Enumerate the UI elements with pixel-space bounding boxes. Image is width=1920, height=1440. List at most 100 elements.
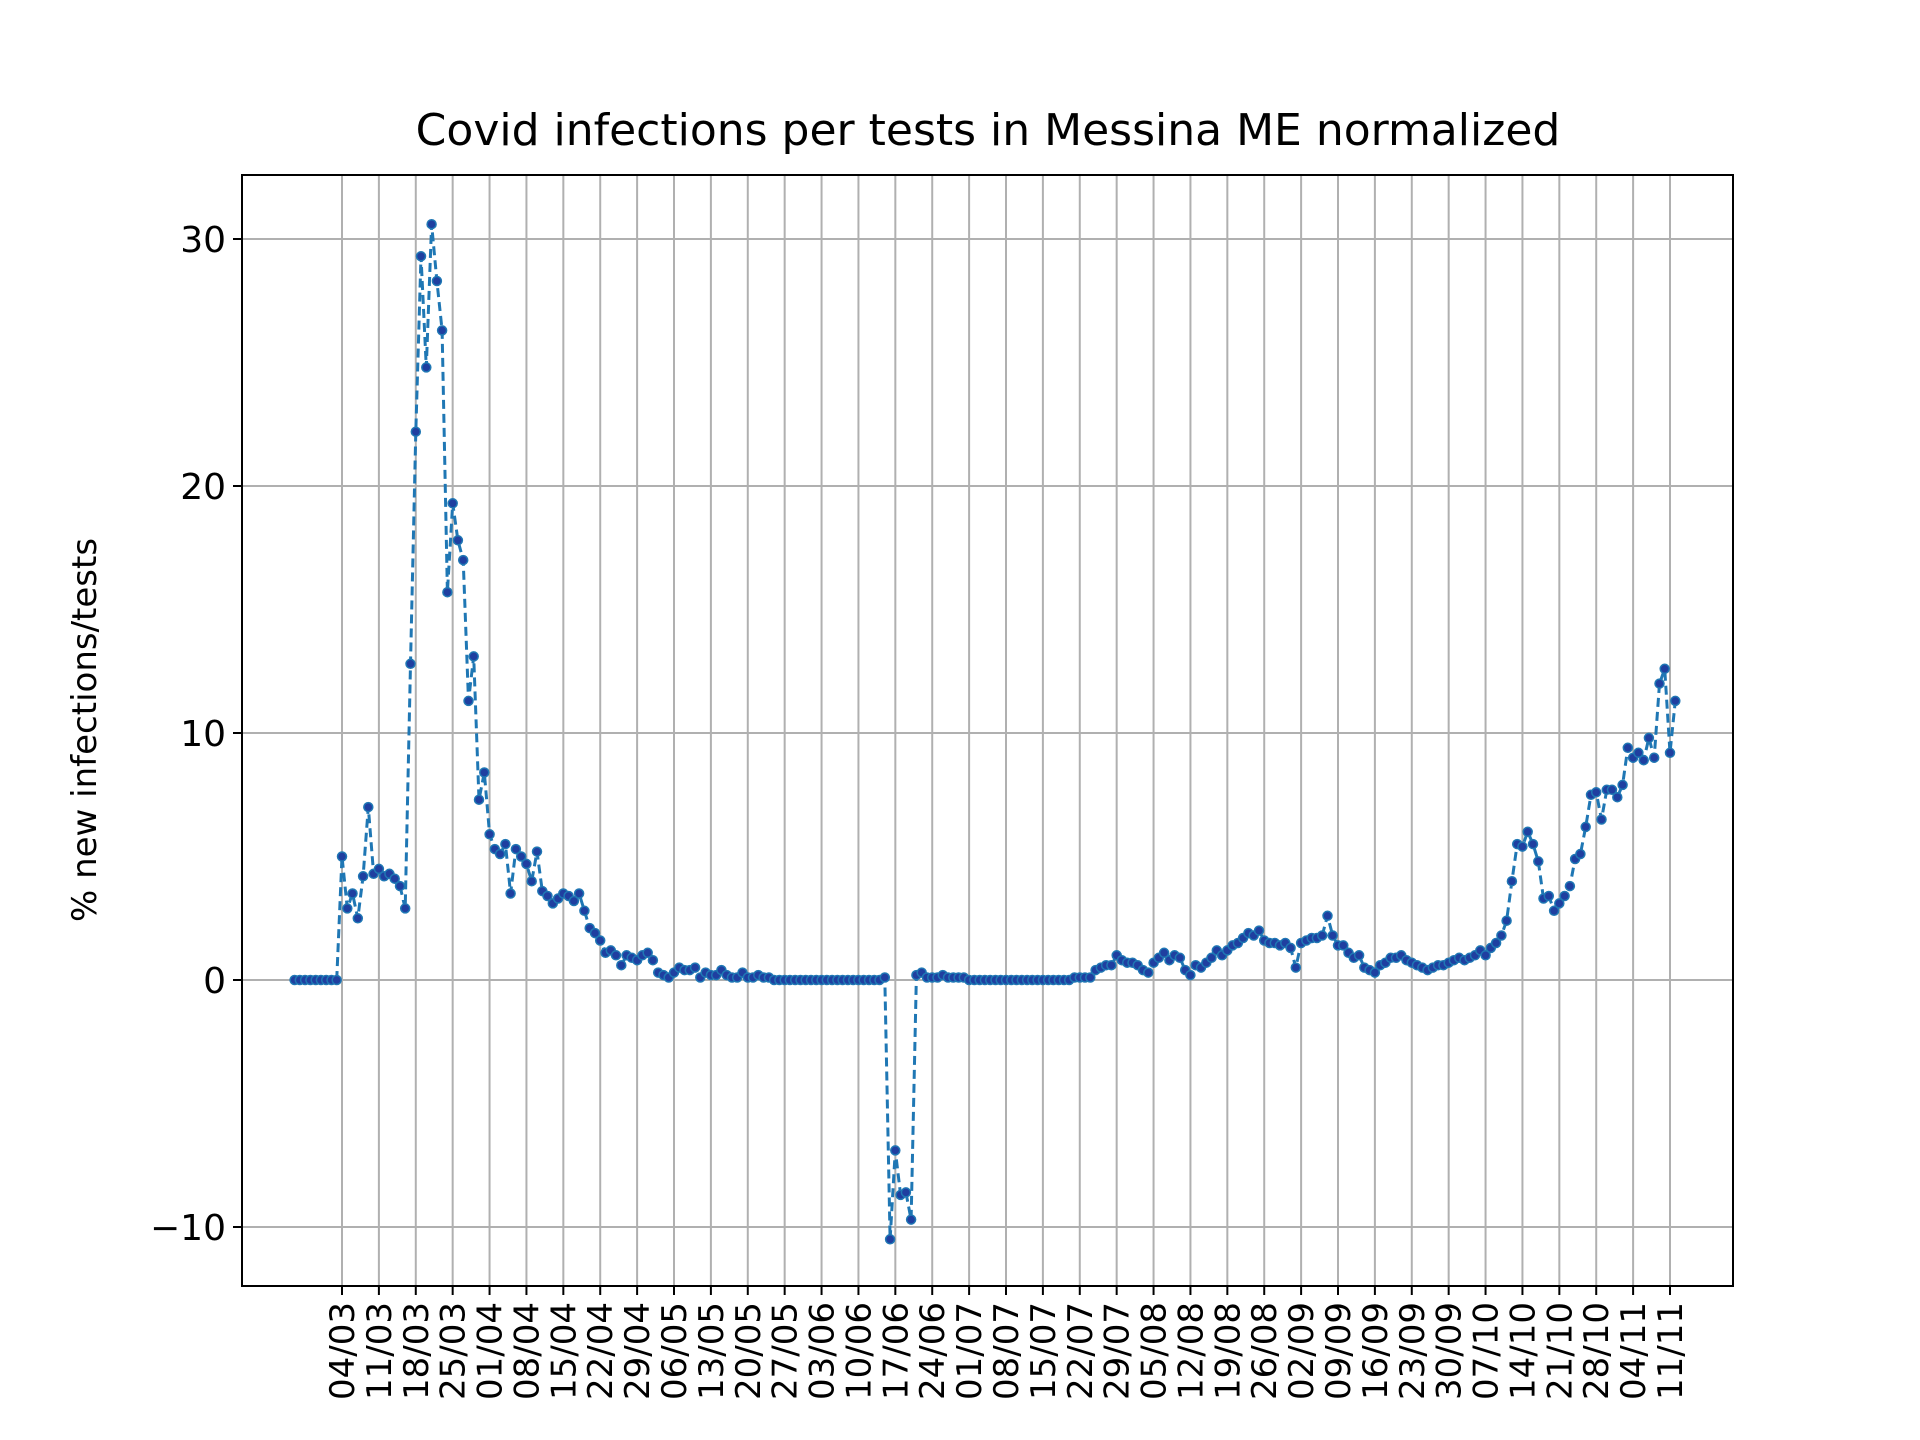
x-tick-label: 14/10 bbox=[1503, 1302, 1543, 1400]
data-point bbox=[1564, 880, 1576, 892]
data-point bbox=[389, 873, 400, 884]
data-point bbox=[500, 838, 511, 850]
data-point bbox=[884, 1234, 896, 1245]
x-tick-label: 29/04 bbox=[618, 1302, 658, 1400]
data-point bbox=[1353, 950, 1365, 961]
data-point bbox=[505, 888, 516, 899]
data-point bbox=[415, 251, 427, 262]
data-point bbox=[1506, 875, 1518, 887]
data-point bbox=[573, 888, 585, 899]
data-point bbox=[568, 895, 580, 907]
data-point bbox=[1580, 821, 1591, 833]
y-axis-label: % new infections/tests bbox=[65, 538, 105, 922]
data-point bbox=[1554, 898, 1565, 909]
x-tick-label: 01/04 bbox=[471, 1302, 511, 1400]
data-point bbox=[1322, 910, 1333, 922]
data-point bbox=[1285, 942, 1296, 954]
data-point bbox=[531, 846, 543, 857]
data-point bbox=[373, 863, 385, 875]
y-gridlines bbox=[242, 238, 1733, 1228]
x-gridlines bbox=[341, 175, 1671, 1286]
chart-title: Covid infections per tests in Messina ME… bbox=[416, 105, 1561, 156]
y-tick-label: 30 bbox=[180, 220, 226, 261]
data-point bbox=[1670, 695, 1681, 707]
data-point bbox=[347, 888, 358, 899]
data-point bbox=[342, 903, 353, 914]
data-point bbox=[1617, 779, 1628, 791]
x-tick-label: 09/09 bbox=[1319, 1302, 1359, 1400]
x-tick-label: 01/07 bbox=[950, 1302, 990, 1400]
data-point bbox=[1633, 747, 1644, 759]
data-point bbox=[1517, 841, 1528, 852]
data-point bbox=[421, 362, 432, 373]
data-point bbox=[1480, 950, 1491, 961]
x-tick-label: 30/09 bbox=[1430, 1302, 1470, 1400]
x-tick-label: 22/04 bbox=[581, 1302, 621, 1400]
data-point bbox=[447, 498, 458, 509]
data-point bbox=[1490, 937, 1502, 949]
x-tick-label: 02/09 bbox=[1282, 1302, 1322, 1400]
data-point bbox=[515, 851, 527, 862]
data-point bbox=[642, 947, 653, 959]
data-point bbox=[579, 905, 590, 917]
plot-area-frame bbox=[241, 174, 1734, 1287]
data-point bbox=[1590, 787, 1602, 798]
x-tick-label: 13/05 bbox=[692, 1302, 732, 1400]
data-point bbox=[457, 554, 469, 566]
data-point bbox=[1664, 747, 1676, 759]
data-point bbox=[1327, 930, 1338, 941]
data-point bbox=[442, 586, 453, 598]
data-point bbox=[1501, 915, 1512, 926]
data-point bbox=[468, 651, 479, 662]
x-tick-label: 08/04 bbox=[507, 1302, 547, 1400]
data-point bbox=[1654, 678, 1665, 689]
data-point bbox=[1143, 967, 1154, 978]
x-tick-label: 20/05 bbox=[729, 1302, 769, 1400]
data-point bbox=[1290, 962, 1302, 973]
data-point bbox=[452, 535, 464, 546]
x-tick-label: 04/11 bbox=[1614, 1302, 1654, 1400]
data-point bbox=[1659, 663, 1670, 675]
data-point bbox=[879, 972, 891, 983]
data-point bbox=[1158, 947, 1170, 959]
data-point bbox=[1174, 952, 1186, 964]
data-point bbox=[1185, 969, 1196, 981]
data-point bbox=[1596, 814, 1607, 825]
data-point bbox=[647, 954, 659, 966]
data-point bbox=[436, 325, 448, 336]
y-axis: −10 0 10 20 30 bbox=[150, 220, 242, 1249]
y-tick-label: 10 bbox=[180, 714, 226, 755]
data-point bbox=[1253, 925, 1265, 936]
x-tick-label: 15/04 bbox=[544, 1302, 584, 1400]
data-point bbox=[1369, 967, 1381, 978]
data-point bbox=[336, 851, 348, 862]
data-point bbox=[1548, 905, 1560, 917]
y-tick-label: 20 bbox=[180, 467, 226, 508]
data-point bbox=[363, 801, 374, 813]
x-tick-label: 11/11 bbox=[1651, 1302, 1691, 1400]
data-point bbox=[1543, 890, 1555, 902]
x-tick-label: 15/07 bbox=[1024, 1302, 1064, 1400]
data-point bbox=[1527, 838, 1539, 850]
data-point bbox=[1622, 742, 1634, 754]
x-tick-label: 12/08 bbox=[1171, 1302, 1211, 1400]
data-point bbox=[431, 275, 443, 287]
y-tick-label: 0 bbox=[203, 961, 226, 1002]
x-tick-label: 22/07 bbox=[1061, 1302, 1101, 1400]
series-line bbox=[294, 222, 1677, 1241]
x-tick-label: 25/03 bbox=[434, 1302, 474, 1400]
data-point bbox=[394, 880, 406, 892]
data-point bbox=[1638, 754, 1649, 766]
data-point bbox=[331, 974, 342, 986]
data-point bbox=[1316, 930, 1328, 941]
data-point bbox=[479, 767, 490, 778]
data-point bbox=[1522, 826, 1533, 838]
x-tick-label: 18/03 bbox=[397, 1302, 437, 1400]
data-point bbox=[494, 848, 506, 860]
x-tick-label: 23/09 bbox=[1393, 1302, 1433, 1400]
data-point bbox=[890, 1145, 901, 1156]
data-point bbox=[1496, 930, 1507, 941]
y-tick-label: −10 bbox=[150, 1208, 226, 1249]
data-point bbox=[1338, 940, 1349, 951]
